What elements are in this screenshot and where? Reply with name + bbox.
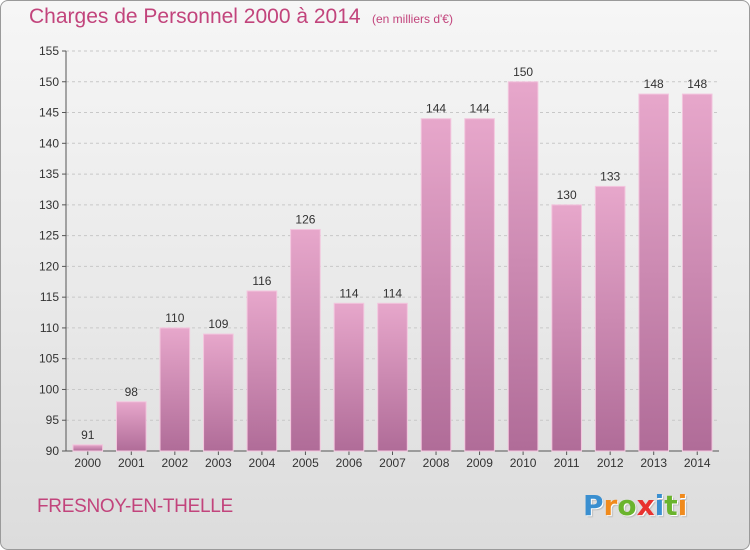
logo-letter: i xyxy=(677,489,688,522)
value-label-2007: 114 xyxy=(383,286,402,300)
x-tick-label-2009: 2009 xyxy=(466,456,493,470)
y-tick-label: 145 xyxy=(39,106,59,120)
x-tick-label-2012: 2012 xyxy=(597,456,624,470)
y-tick-label: 120 xyxy=(39,259,59,273)
bar-2004 xyxy=(246,290,278,452)
x-tick-label-2001: 2001 xyxy=(118,456,145,470)
y-tick-label: 95 xyxy=(46,413,60,427)
bar-2009 xyxy=(464,118,495,452)
commune-name: FRESNOY-EN-THELLE xyxy=(37,496,233,517)
bar-2011 xyxy=(551,204,582,452)
chart-title: Charges de Personnel 2000 à 2014 xyxy=(29,5,361,28)
x-tick-label-2006: 2006 xyxy=(336,456,363,470)
y-tick-label: 110 xyxy=(40,321,59,335)
y-tick-label: 125 xyxy=(39,229,59,243)
value-label-2001: 98 xyxy=(125,385,139,399)
chart-subtitle: (en milliers d'€) xyxy=(372,12,453,26)
value-label-2006: 114 xyxy=(339,286,358,300)
x-tick-label-2013: 2013 xyxy=(640,456,667,470)
bar-2001 xyxy=(115,401,147,452)
x-tick-label-2004: 2004 xyxy=(249,456,276,470)
value-label-2012: 133 xyxy=(600,169,620,183)
x-tick-label-2010: 2010 xyxy=(510,456,537,470)
bar-2007 xyxy=(377,302,408,452)
value-label-2005: 126 xyxy=(295,212,315,226)
value-label-2011: 130 xyxy=(557,188,577,202)
value-label-2013: 148 xyxy=(644,77,664,91)
x-tick-label-2002: 2002 xyxy=(161,456,188,470)
proxiti-logo: Proxiti xyxy=(583,489,687,522)
bar-2010 xyxy=(507,81,539,452)
x-tick-label-2007: 2007 xyxy=(379,456,406,470)
logo-letter: o xyxy=(617,489,637,522)
logo-letter: x xyxy=(636,489,655,522)
value-label-2014: 148 xyxy=(687,77,707,91)
value-label-2009: 144 xyxy=(470,102,490,116)
logo-letter: t xyxy=(664,489,678,522)
y-tick-label: 100 xyxy=(39,382,59,396)
y-tick-label: 130 xyxy=(39,198,59,212)
bar-2003 xyxy=(203,333,234,452)
x-tick-label-2003: 2003 xyxy=(205,456,232,470)
x-tick-label-2014: 2014 xyxy=(684,456,711,470)
x-tick-label-2008: 2008 xyxy=(423,456,450,470)
y-tick-label: 135 xyxy=(39,167,59,181)
x-tick-label-2011: 2011 xyxy=(554,456,580,470)
logo-letter: r xyxy=(603,489,618,522)
value-label-2010: 150 xyxy=(513,65,533,79)
bar-2000 xyxy=(72,444,104,452)
value-label-2004: 116 xyxy=(252,274,271,288)
bar-2006 xyxy=(333,302,365,452)
value-label-2000: 91 xyxy=(81,428,95,442)
y-tick-label: 115 xyxy=(40,290,59,304)
value-label-2003: 109 xyxy=(208,317,228,331)
x-tick-label-2005: 2005 xyxy=(292,456,319,470)
logo-letter: i xyxy=(654,489,665,522)
x-tick-label-2000: 2000 xyxy=(74,456,101,470)
bar-2002 xyxy=(159,327,191,452)
y-tick-label: 140 xyxy=(39,136,59,150)
y-tick-label: 155 xyxy=(39,44,59,58)
logo-letter: P xyxy=(583,489,604,522)
bar-2012 xyxy=(594,185,626,452)
bar-2005 xyxy=(290,228,321,452)
bar-2008 xyxy=(420,118,452,452)
y-tick-label: 90 xyxy=(46,444,60,458)
value-label-2002: 110 xyxy=(165,311,184,325)
y-tick-label: 150 xyxy=(39,75,59,89)
bar-2013 xyxy=(638,93,670,452)
y-tick-label: 105 xyxy=(39,352,59,366)
bar-2014 xyxy=(681,93,713,452)
value-label-2008: 144 xyxy=(426,102,446,116)
